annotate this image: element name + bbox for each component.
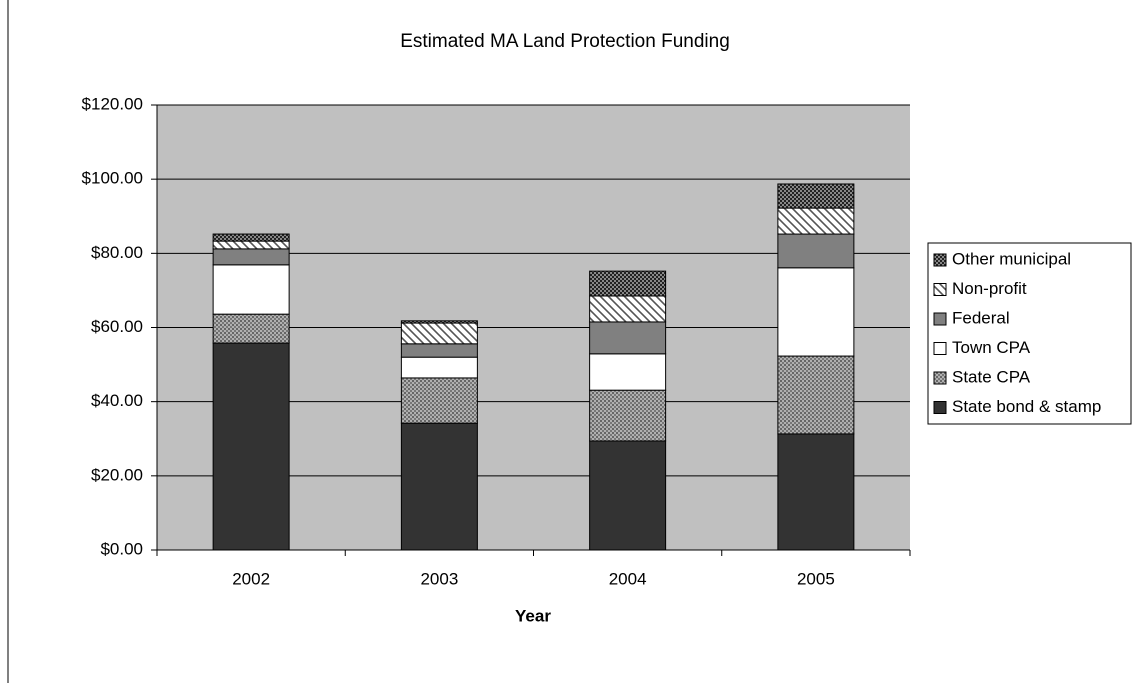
bar-segment <box>589 270 667 297</box>
x-tick-label: 2004 <box>609 569 647 588</box>
x-tick-label: 2003 <box>420 569 458 588</box>
bar-segment <box>212 248 290 266</box>
y-tick-label: $80.00 <box>91 243 143 262</box>
bar-segment <box>589 389 667 442</box>
bar-segment <box>400 377 478 424</box>
bar-segment <box>212 264 290 315</box>
bar-segment <box>777 355 855 435</box>
legend-swatch <box>933 312 947 326</box>
legend-label: Town CPA <box>952 338 1031 357</box>
chart-title: Estimated MA Land Protection Funding <box>400 31 730 52</box>
y-tick-label: $120.00 <box>82 94 143 113</box>
bar-segment <box>589 440 667 551</box>
bar-segment <box>400 322 478 345</box>
x-tick-label: 2002 <box>232 569 270 588</box>
bar-segment <box>777 433 855 551</box>
y-tick-label: $100.00 <box>82 169 143 188</box>
bar-segment <box>777 267 855 357</box>
bar-segment <box>589 295 667 323</box>
legend-label: State bond & stamp <box>952 397 1101 416</box>
legend-swatch <box>933 253 947 267</box>
bar-segment <box>777 233 855 269</box>
x-axis-label: Year <box>515 606 551 625</box>
legend-swatch <box>933 371 947 385</box>
legend-label: Federal <box>952 308 1010 327</box>
legend-swatch <box>933 401 947 414</box>
bar-segment <box>777 207 855 235</box>
bar-segment <box>589 353 667 391</box>
legend-label: State CPA <box>952 367 1031 386</box>
bar-segment <box>212 342 290 551</box>
y-tick-label: $60.00 <box>91 317 143 336</box>
bar-segment <box>400 356 478 379</box>
legend-box <box>927 242 1132 425</box>
legend-label: Other municipal <box>952 249 1071 268</box>
bar-segment <box>400 343 478 358</box>
legend-swatch <box>933 283 947 296</box>
bar-segment <box>400 422 478 551</box>
y-tick-label: $40.00 <box>91 391 143 410</box>
bar-segment <box>212 313 290 344</box>
bar-segment <box>212 233 290 242</box>
bar-segment <box>777 183 855 209</box>
y-tick-label: $20.00 <box>91 465 143 484</box>
legend-label: Non-profit <box>952 279 1027 298</box>
bar-segment <box>400 320 478 324</box>
legend-swatch <box>933 342 947 355</box>
y-tick-label: $0.00 <box>100 539 143 558</box>
bar-segment <box>212 240 290 250</box>
bar-segment <box>589 321 667 355</box>
x-tick-label: 2005 <box>797 569 835 588</box>
